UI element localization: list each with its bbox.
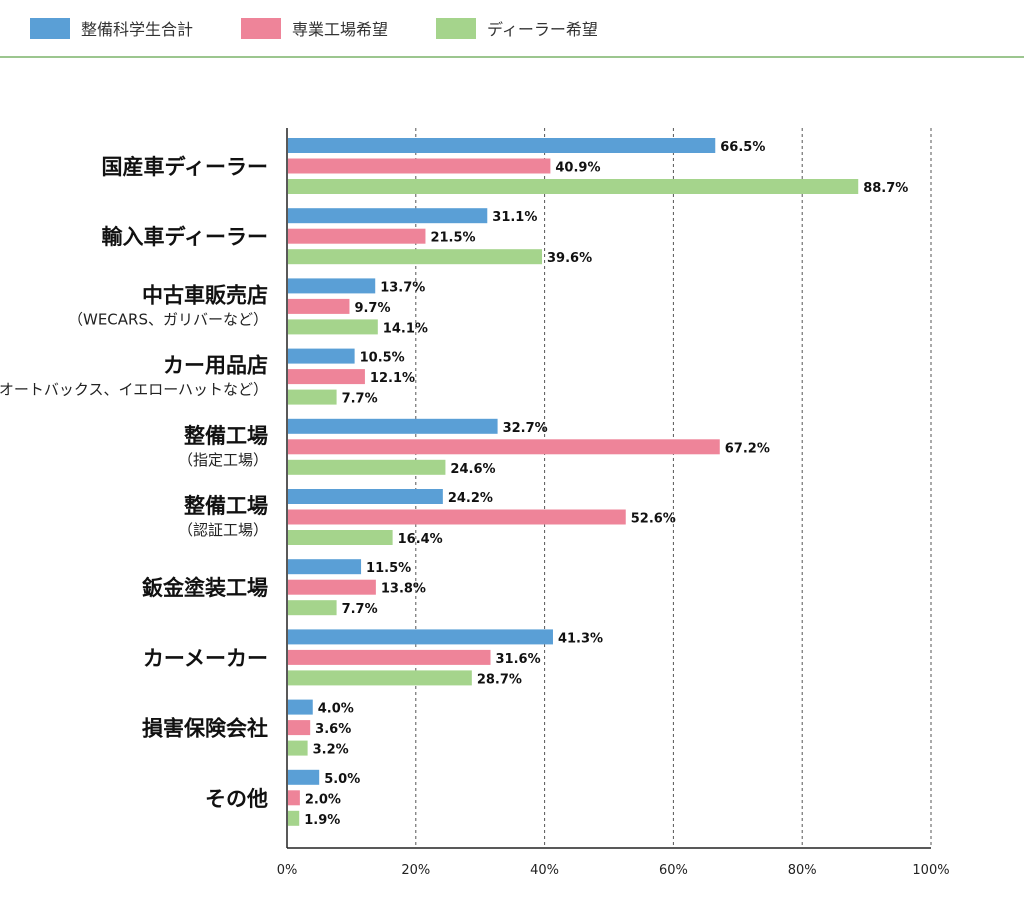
x-tick-label-0: 0%: [277, 863, 298, 878]
bar-9-3: [288, 740, 308, 756]
value-label-5-3: 24.6%: [450, 462, 495, 477]
bar-6-1: [288, 489, 443, 504]
bar-6-3: [288, 530, 393, 545]
value-label-9-1: 4.0%: [318, 702, 354, 717]
legend-label-2: 専業工場希望: [292, 20, 388, 39]
value-label-8-1: 41.3%: [558, 631, 603, 646]
value-label-10-1: 5.0%: [324, 772, 360, 787]
bar-10-1: [288, 769, 320, 785]
bar-7-3: [288, 600, 337, 616]
value-label-8-2: 31.6%: [496, 652, 541, 667]
category-sublabel-5: （指定工場）: [178, 451, 268, 469]
value-label-3-1: 13.7%: [380, 280, 425, 295]
value-label-7-1: 11.5%: [366, 561, 411, 576]
value-label-10-3: 1.9%: [304, 813, 340, 828]
value-label-6-2: 52.6%: [631, 512, 676, 527]
bar-9-2: [288, 720, 311, 736]
x-tick-label-100: 100%: [912, 863, 949, 878]
category-sublabel-4: （オートバックス、イエローハットなど）: [0, 381, 268, 399]
bar-7-1: [288, 559, 362, 575]
bar-5-3: [288, 459, 446, 475]
bar-5-1: [288, 418, 498, 434]
bar-10-2: [288, 790, 300, 806]
x-tick-label-40: 40%: [530, 863, 559, 878]
category-sublabel-6: （認証工場）: [178, 521, 268, 539]
bar-1-3: [288, 179, 859, 194]
category-label-2: 輸入車ディーラー: [101, 225, 268, 249]
legend-swatch-1: [30, 18, 70, 39]
bar-4-3: [288, 389, 337, 405]
category-label-1: 国産車ディーラー: [101, 155, 268, 179]
value-label-7-2: 13.8%: [381, 582, 426, 597]
category-label-8: カーメーカー: [143, 646, 268, 670]
legend-label-1: 整備科学生合計: [81, 20, 193, 39]
x-tick-label-60: 60%: [659, 863, 688, 878]
legend-label-3: ディーラー希望: [487, 20, 598, 39]
bar-8-2: [288, 649, 491, 665]
legend-swatch-3: [436, 18, 476, 39]
bar-4-1: [288, 348, 355, 364]
category-label-10: その他: [205, 787, 268, 811]
bar-1-2: [288, 158, 551, 174]
bar-10-3: [288, 810, 300, 826]
bar-2-1: [288, 208, 488, 224]
bar-3-3: [288, 319, 378, 335]
legend-swatch-2: [241, 18, 281, 39]
value-label-6-1: 24.2%: [448, 491, 493, 506]
value-label-4-2: 12.1%: [370, 371, 415, 386]
value-label-2-3: 39.6%: [547, 251, 592, 266]
value-label-1-3: 88.7%: [863, 181, 908, 196]
bar-8-1: [288, 629, 553, 645]
value-label-2-2: 21.5%: [430, 231, 475, 246]
value-label-3-3: 14.1%: [383, 321, 428, 336]
value-label-5-2: 67.2%: [725, 441, 770, 456]
x-tick-label-20: 20%: [401, 863, 430, 878]
bar-5-2: [288, 439, 720, 455]
value-label-4-3: 7.7%: [342, 392, 378, 407]
value-label-5-1: 32.7%: [503, 421, 548, 436]
bar-8-3: [288, 670, 472, 686]
category-label-6: 整備工場: [184, 494, 268, 518]
value-label-9-3: 3.2%: [313, 743, 349, 758]
bar-9-1: [288, 699, 313, 715]
bar-7-2: [288, 579, 376, 595]
value-label-3-2: 9.7%: [354, 301, 390, 316]
value-label-10-2: 2.0%: [305, 792, 341, 807]
bar-3-2: [288, 298, 350, 314]
bar-3-1: [288, 278, 376, 294]
x-tick-label-80: 80%: [788, 863, 817, 878]
value-label-2-1: 31.1%: [492, 210, 537, 225]
category-sublabel-3: （WECARS、ガリバーなど）: [68, 310, 268, 328]
value-label-4-1: 10.5%: [360, 351, 405, 366]
bar-4-2: [288, 369, 365, 385]
value-label-9-2: 3.6%: [315, 722, 351, 737]
value-label-7-3: 7.7%: [342, 602, 378, 617]
bar-2-3: [288, 249, 543, 265]
bar-6-2: [288, 509, 626, 525]
category-label-3: 中古車販売店: [142, 283, 268, 307]
bar-1-1: [288, 138, 716, 153]
value-label-8-3: 28.7%: [477, 672, 522, 687]
category-label-5: 整備工場: [184, 424, 268, 448]
category-label-9: 損害保険会社: [142, 717, 268, 741]
value-label-6-3: 16.4%: [398, 532, 443, 547]
category-label-7: 鈑金塗装工場: [142, 576, 268, 600]
category-label-4: カー用品店: [163, 354, 268, 378]
bar-2-2: [288, 228, 426, 244]
value-label-1-1: 66.5%: [720, 140, 765, 155]
value-label-1-2: 40.9%: [555, 161, 600, 176]
